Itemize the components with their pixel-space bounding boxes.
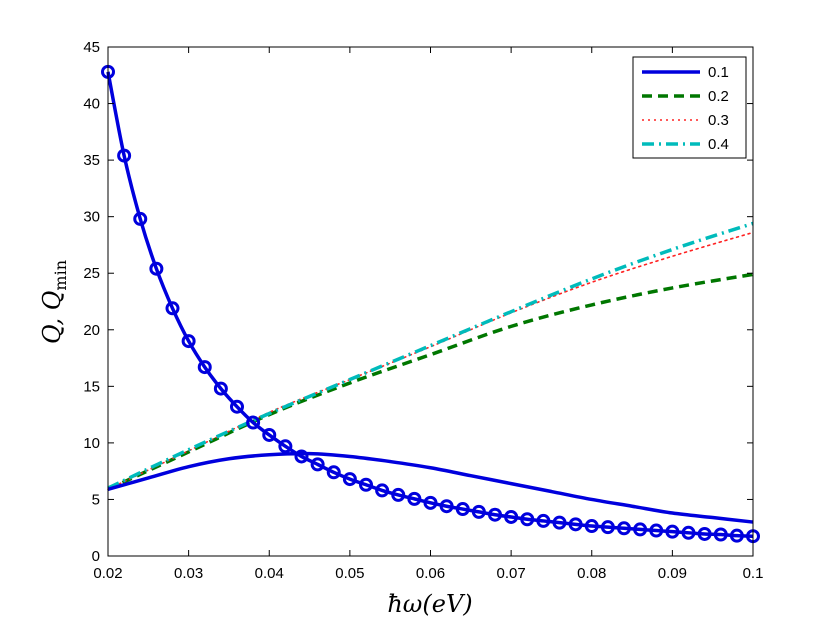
y-tick-label: 35 [83, 152, 100, 169]
qmin-marker [359, 477, 373, 492]
y-tick-label: 40 [83, 96, 100, 113]
series-line-0-1 [107, 451, 754, 524]
qmin-marker [149, 261, 164, 276]
qmin-marker [649, 523, 664, 538]
qmin-marker [294, 449, 309, 464]
x-tick-label: 0.1 [743, 565, 764, 582]
qmin-marker [568, 517, 583, 532]
qmin-marker [681, 525, 696, 540]
y-tick-label: 20 [83, 322, 100, 339]
qmin-marker [584, 519, 599, 534]
qmin-marker [133, 211, 148, 226]
x-tick-label: 0.05 [335, 565, 364, 582]
y-tick-label: 25 [83, 265, 100, 282]
qmin-marker [713, 527, 728, 542]
qmin-marker [633, 522, 648, 537]
qmin-marker [729, 528, 744, 543]
legend-box [632, 56, 747, 159]
x-tick-label: 0.08 [577, 565, 606, 582]
qmin-marker [181, 334, 196, 349]
qmin-marker [246, 415, 261, 430]
qmin-marker [230, 399, 244, 414]
qmin-marker [600, 520, 615, 535]
y-tick-label: 5 [92, 491, 100, 508]
x-tick-label: 0.07 [497, 565, 526, 582]
tick-layer: 0.02 0.03 0.04 0.05 0.06 0.07 0.08 0.09 0.1 0 5 10 1… [83, 39, 763, 582]
y-tick-label: 45 [83, 39, 100, 56]
series-line-0-3 [107, 231, 754, 491]
qmin-marker [697, 526, 712, 541]
y-tick-label: 0 [92, 548, 100, 565]
qmin-marker [665, 524, 680, 539]
qmin-marker [326, 465, 341, 480]
qmin-marker [262, 427, 277, 442]
qmin-marker [391, 487, 406, 502]
qmin-marker [471, 504, 486, 519]
qmin-marker [552, 515, 567, 530]
qmin-marker [536, 513, 551, 528]
qmin-marker [407, 491, 422, 506]
y-tick-label: 15 [83, 378, 100, 395]
x-tick-label: 0.04 [255, 565, 284, 582]
qmin-marker [455, 502, 470, 517]
x-axis-title: ħω(eV) [387, 590, 472, 618]
x-tick-label: 0.09 [658, 565, 687, 582]
legend-label-0: 0.1 [708, 64, 729, 81]
series-line-0-4 [107, 221, 754, 490]
x-tick-label: 0.03 [174, 565, 203, 582]
series-line-0-2 [107, 272, 754, 491]
qmin-marker [375, 483, 390, 498]
qmin-marker [617, 521, 631, 536]
qmin-marker [117, 148, 132, 163]
series-line-q-min [106, 71, 754, 538]
qmin-marker [342, 472, 357, 487]
qmin-marker [504, 509, 519, 524]
qmin-marker [423, 495, 438, 510]
qmin-marker [278, 439, 293, 454]
y-axis-title: Q, Qmin [38, 260, 70, 344]
x-tick-label: 0.06 [416, 565, 445, 582]
qmin-marker [439, 499, 454, 514]
qmin-marker [488, 507, 502, 522]
y-tick-label: 10 [83, 435, 100, 452]
legend-label-2: 0.3 [708, 112, 729, 129]
y-axis-title-sub: min [51, 260, 70, 291]
qmin-marker [213, 381, 228, 396]
qmin-marker [310, 457, 325, 472]
y-tick-label: 30 [83, 209, 100, 226]
qmin-marker [165, 301, 180, 316]
legend-label-1: 0.2 [708, 88, 729, 105]
legend-label-3: 0.4 [708, 136, 729, 153]
label-layer: ħω(eV) Q, Qmin [38, 260, 473, 618]
series-layer [101, 64, 760, 544]
qmin-marker [520, 512, 535, 527]
y-axis-title-main: Q, Q [38, 291, 66, 344]
x-tick-label: 0.02 [93, 565, 122, 582]
qmin-marker [197, 360, 212, 375]
legend: 0.1 0.2 0.3 0.4 [632, 56, 747, 159]
